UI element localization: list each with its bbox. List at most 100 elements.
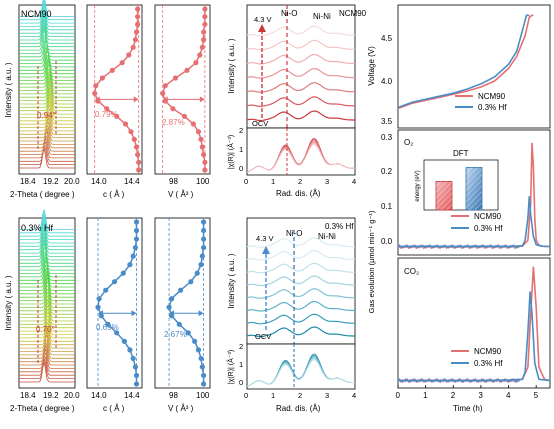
dft-inset: DFT energy (eV): [415, 149, 499, 211]
data-point: [201, 37, 207, 43]
time-tick-label: 2: [451, 391, 456, 400]
data-point: [114, 113, 120, 119]
data-point: [122, 121, 129, 127]
xrd-pattern-line: [19, 345, 75, 366]
data-point: [109, 67, 115, 73]
xrd-pattern-line: [19, 67, 75, 88]
chi-curve: [246, 144, 355, 173]
xrd-pattern-line: [19, 0, 75, 21]
chi-ncm90-xtick-0: 0: [244, 177, 248, 186]
xas-hf-peak2: Ni-Ni: [318, 232, 336, 241]
xrd-pattern-line: [19, 277, 75, 298]
chi-hf-xtick-3: 3: [325, 391, 329, 400]
xrd-pattern-line: [19, 355, 75, 376]
xrd-pattern-line: [19, 290, 75, 312]
voltage-ytick-4.0: 4.0: [381, 77, 393, 86]
xrd-pattern-line: [19, 233, 75, 254]
co2-legend-hf: 0.3% Hf: [474, 359, 503, 368]
xrd-hf-peak-label: 0.70°: [36, 325, 55, 334]
chi-hf-panel: 2 1 0 |χ(R)| (Å⁻³) 0 1 2 3 4 Rad. dis. (…: [226, 342, 356, 413]
xrd-pattern-line: [19, 94, 75, 115]
data-point: [126, 52, 132, 58]
data-point: [201, 152, 207, 158]
xas-ncm90-ylabel: Intensity ( a.u. ): [227, 38, 236, 93]
data-point: [127, 262, 133, 268]
c-hf-points: [95, 218, 140, 388]
data-point: [121, 338, 127, 344]
c-hf-change-label: 0.69%: [96, 323, 119, 332]
arrow-head-left: [162, 96, 168, 103]
xrd-pattern-line: [19, 77, 75, 98]
xrd-ncm90-tick-3: 20.0: [64, 177, 80, 186]
xrd-pattern-line: [19, 97, 75, 118]
chi-ncm90-xtick-2: 2: [298, 177, 302, 186]
xrd-pattern-line: [19, 19, 75, 41]
c-ncm90-tick-1: 14.0: [91, 177, 107, 186]
data-point: [177, 287, 184, 293]
chi-hf-xtick-1: 1: [271, 391, 275, 400]
dft-bar-hatch: [436, 181, 452, 210]
data-point: [172, 75, 179, 81]
o2-ytick-2: 0.2: [381, 167, 393, 176]
xas-curve: [246, 313, 356, 325]
co2-legend-ncm90: NCM90: [474, 347, 502, 356]
v-ncm90-xlabel: V ( Å³ ): [168, 190, 194, 199]
xrd-ncm90-tick-2: 19.2: [43, 177, 59, 186]
xrd-pattern-line: [19, 26, 75, 48]
v-ncm90-panel: 2.87%: [154, 4, 211, 175]
xas-hf-panel: 4.3 V OCV Ni-O Ni-Ni 0.3% Hf Intensity (…: [227, 217, 356, 345]
o2-curves: [397, 142, 551, 250]
o2-ytick-3: 0.3: [381, 133, 393, 142]
time-xlabel: Time (h): [453, 404, 483, 413]
data-point: [184, 67, 190, 73]
xrd-hf-patterns: [19, 209, 75, 383]
xrd-pattern-line: [19, 83, 75, 105]
xrd-pattern-line: [19, 141, 75, 162]
o2-legend-ncm90: NCM90: [474, 212, 502, 221]
data-point: [169, 296, 175, 302]
c-ncm90-points: [92, 5, 142, 174]
xrd-pattern-line: [19, 328, 75, 349]
xrd-pattern-line: [19, 130, 75, 152]
data-point: [170, 106, 176, 112]
xrd-pattern-line: [19, 340, 75, 363]
xas-curve: [246, 300, 355, 312]
co2-panel: CO₂ NCM90 0.3% Hf: [397, 257, 551, 389]
data-point: [119, 60, 125, 66]
arrow-head-right: [199, 96, 205, 103]
data-point: [135, 21, 141, 27]
v-ncm90-change-label: 2.87%: [162, 118, 185, 127]
xrd-pattern-line: [19, 13, 75, 34]
data-point: [199, 364, 205, 370]
xrd-pattern-line: [19, 219, 75, 240]
chi-ncm90-ytick-0: 0: [239, 164, 243, 173]
xas-curve: [246, 110, 355, 122]
chi-ncm90-ylabel: |χ(R)| (Å⁻³): [226, 135, 235, 169]
o2-ytick-1: 0.1: [381, 202, 393, 211]
voltage-legend-ncm90: NCM90: [478, 92, 506, 101]
data-point: [133, 144, 140, 150]
data-point: [197, 52, 203, 58]
xrd-pattern-line: [19, 236, 75, 257]
time-tick-label: 4: [506, 391, 511, 400]
data-point: [114, 330, 120, 336]
chi-hf-ylabel: |χ(R)| (Å⁻³): [226, 350, 235, 384]
xrd-pattern-line: [19, 293, 75, 315]
xrd-pattern-line: [19, 143, 75, 165]
xas-hf-curves: [246, 237, 356, 338]
xrd-pattern-line: [19, 60, 75, 81]
v-hf-points: [166, 218, 207, 388]
xrd-hf-label: 0.3% Hf: [21, 223, 54, 233]
xrd-pattern-line: [19, 3, 75, 24]
data-point: [93, 83, 99, 89]
series-noise: [397, 378, 520, 383]
xas-hf-voltage-bottom: OCV: [255, 332, 271, 341]
v-ncm90-tick-2: 100: [196, 177, 210, 186]
data-point: [162, 83, 168, 89]
chi-ncm90-xtick-1: 1: [271, 177, 275, 186]
chi-hf-xtick-4: 4: [352, 391, 356, 400]
data-point: [133, 29, 140, 35]
chi-hf-curves: [246, 344, 355, 389]
series-line: [397, 14, 534, 110]
xrd-pattern-line: [19, 339, 75, 359]
